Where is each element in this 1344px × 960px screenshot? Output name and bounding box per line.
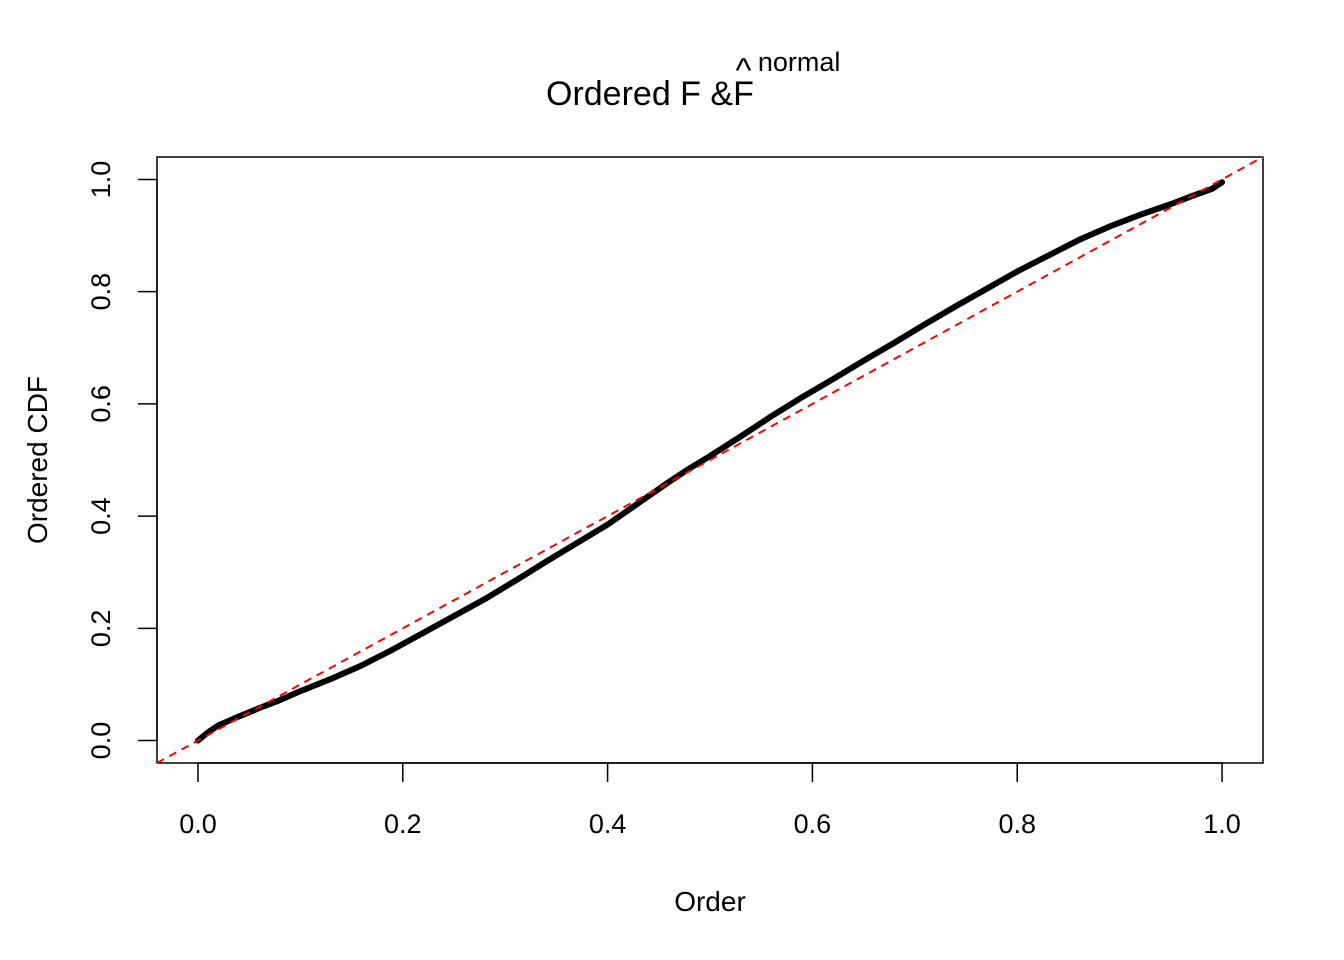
x-tick-label: 0.8 [998, 809, 1036, 839]
x-tick-label: 0.2 [384, 809, 422, 839]
x-tick-label: 0.4 [589, 809, 627, 839]
y-tick-label: 1.0 [86, 161, 116, 199]
x-tick-label: 0.0 [179, 809, 217, 839]
chart-title-hat-mark: ^ [735, 52, 751, 90]
y-tick-label: 0.2 [86, 610, 116, 648]
ordered-cdf-series [194, 179, 1226, 744]
y-axis-label: Ordered CDF [22, 376, 53, 544]
y-tick-label: 0.6 [86, 385, 116, 423]
chart-title: Ordered F & F ^ normal [546, 47, 840, 113]
x-tick-label: 1.0 [1203, 809, 1241, 839]
reference-line-series [156, 156, 1264, 764]
y-axis: 0.0 0.2 0.4 0.6 0.8 1.0 [86, 161, 158, 760]
series-layer [156, 156, 1264, 764]
chart-title-superscript: normal [758, 47, 841, 77]
chart-title-main: Ordered F & [546, 75, 733, 113]
y-tick-label: 0.4 [86, 497, 116, 535]
x-axis: 0.0 0.2 0.4 0.6 0.8 1.0 [179, 762, 1241, 839]
x-tick-label: 0.6 [794, 809, 832, 839]
y-tick-label: 0.8 [86, 273, 116, 311]
chart-title-f-hat: F [733, 75, 754, 113]
x-axis-label: Order [674, 886, 746, 917]
y-tick-label: 0.0 [86, 722, 116, 760]
